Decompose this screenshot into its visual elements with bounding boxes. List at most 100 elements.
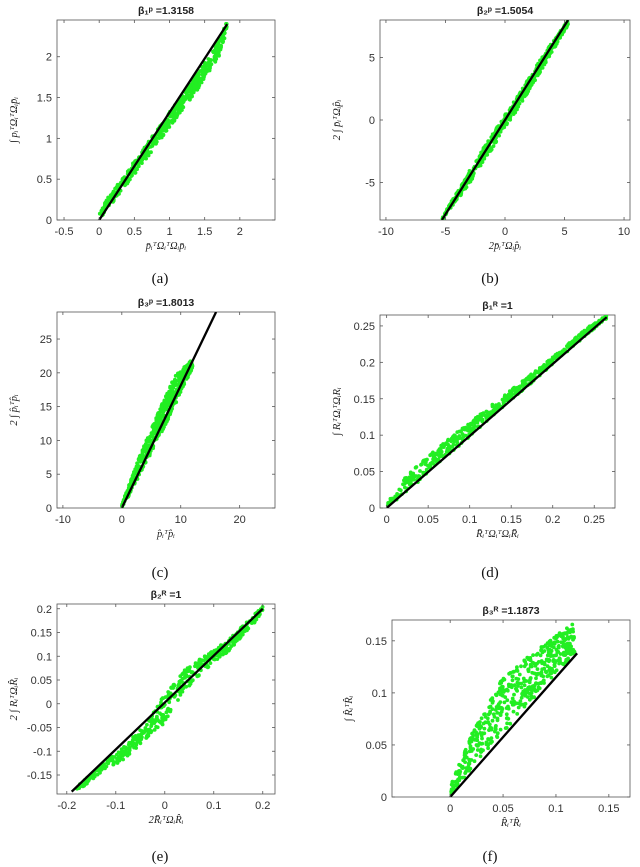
- scatter-point: [134, 746, 139, 750]
- scatter-point: [454, 770, 459, 775]
- scatter-point: [527, 374, 532, 378]
- scatter-point: [103, 203, 108, 208]
- scatter-point: [202, 658, 206, 663]
- scatter-point: [223, 651, 228, 656]
- x-axis-label: R̂ᵢᵀR̂ᵢ: [500, 816, 522, 829]
- scatter-point: [462, 756, 467, 760]
- scatter-point: [111, 760, 116, 765]
- scatter-point: [178, 104, 182, 109]
- subfigure-caption: (f): [483, 849, 498, 865]
- scatter-point: [98, 770, 102, 775]
- scatter-point: [77, 786, 82, 790]
- scatter-point: [494, 724, 498, 728]
- scatter-point: [549, 648, 554, 653]
- x-tick-label: 5: [561, 226, 567, 238]
- y-tick-label: 0: [46, 215, 52, 227]
- y-tick-label: 2: [46, 52, 52, 64]
- scatter-point: [184, 377, 189, 381]
- scatter-point: [572, 635, 576, 639]
- scatter-point: [177, 380, 182, 385]
- scatter-point: [475, 733, 479, 738]
- scatter-point: [183, 670, 188, 674]
- scatter-point: [466, 764, 471, 769]
- scatter-point: [433, 458, 438, 462]
- scatter-point: [458, 429, 463, 434]
- chart-panel-b: -10 -5 0 5 10 -5 0 5 β₂ᵖ =1.5054 2p̄ᵢᵀΩᵢp̂ᵢ 2 ∫ p̄…: [332, 5, 631, 287]
- scatter-point: [154, 139, 159, 144]
- scatter-point: [472, 728, 477, 732]
- scatter-point: [127, 177, 132, 182]
- scatter-point: [457, 436, 461, 441]
- scatter-point: [514, 686, 518, 691]
- scatter-point: [149, 718, 154, 722]
- scatter-point: [537, 368, 542, 373]
- scatter-point: [467, 741, 472, 745]
- scatter-point: [525, 87, 530, 92]
- scatter-point: [450, 779, 455, 784]
- scatter-point: [492, 715, 497, 719]
- y-tick-label: 0.2: [37, 604, 52, 616]
- scatter-point: [139, 732, 143, 737]
- scatter-point: [106, 197, 111, 202]
- scatter-point: [488, 741, 493, 745]
- scatter-point: [178, 693, 183, 697]
- scatter-point: [551, 654, 555, 658]
- subfigure-caption: (d): [481, 565, 499, 581]
- scatter-point: [559, 640, 564, 645]
- y-tick-label: 0.15: [366, 636, 387, 648]
- scatter-point: [439, 449, 444, 454]
- scatter-point: [487, 705, 492, 710]
- y-tick-label: 0.05: [31, 675, 52, 687]
- subfigure-caption: (b): [481, 271, 499, 287]
- scatter-point: [507, 389, 512, 394]
- scatter-point: [473, 416, 478, 420]
- scatter-point: [178, 674, 183, 678]
- scatter-point: [555, 639, 560, 644]
- x-tick-label: 0: [502, 226, 508, 238]
- scatter-point: [548, 638, 553, 643]
- scatter-point: [495, 734, 499, 739]
- scatter-point: [215, 657, 220, 661]
- scatter-point: [179, 97, 183, 102]
- scatter-point: [115, 759, 119, 764]
- scatter-point: [147, 436, 152, 441]
- scatter-point: [491, 144, 496, 149]
- scatter-point: [535, 661, 539, 666]
- scatter-point: [179, 100, 184, 105]
- scatter-point: [534, 676, 538, 681]
- scatter-point: [519, 695, 524, 700]
- scatter-point: [117, 757, 122, 762]
- scatter-point: [134, 466, 139, 471]
- y-tick-label: -0.05: [27, 723, 52, 735]
- scatter-point: [389, 497, 394, 502]
- x-tick-label: 0.1: [462, 514, 477, 526]
- y-tick-label: 5: [369, 53, 375, 65]
- scatter-point: [184, 673, 189, 677]
- chart-panel-e: -0.2 -0.1 0 0.1 0.2 -0.15 -0.1 -0.05 0 0.05 0.1 0.1…: [7, 589, 276, 865]
- scatter-point: [557, 631, 562, 636]
- scatter-point: [535, 667, 540, 671]
- scatter-point: [467, 760, 472, 765]
- chart-title: β₂ᴿ =1: [151, 589, 182, 601]
- scatter-point: [102, 762, 106, 767]
- scatter-point: [521, 382, 526, 387]
- scatter-point: [190, 670, 195, 674]
- scatter-point: [555, 39, 560, 44]
- scatter-point: [480, 419, 485, 424]
- scatter-point: [220, 34, 225, 39]
- scatter-point: [480, 741, 485, 746]
- scatter-point: [480, 731, 485, 736]
- x-tick-label: 0.25: [584, 514, 605, 526]
- chart-title: β₂ᵖ =1.5054: [477, 5, 534, 17]
- scatter-point: [563, 637, 568, 642]
- scatter-point: [522, 704, 527, 709]
- x-tick-label: -0.5: [55, 226, 74, 238]
- scatter-point: [427, 464, 431, 469]
- chart-title: β₃ᴿ =1.1873: [482, 605, 539, 617]
- scatter-point: [515, 385, 520, 390]
- scatter-point: [110, 192, 115, 196]
- scatter-point: [498, 727, 503, 732]
- scatter-point: [81, 782, 86, 787]
- reference-line: [98, 23, 229, 220]
